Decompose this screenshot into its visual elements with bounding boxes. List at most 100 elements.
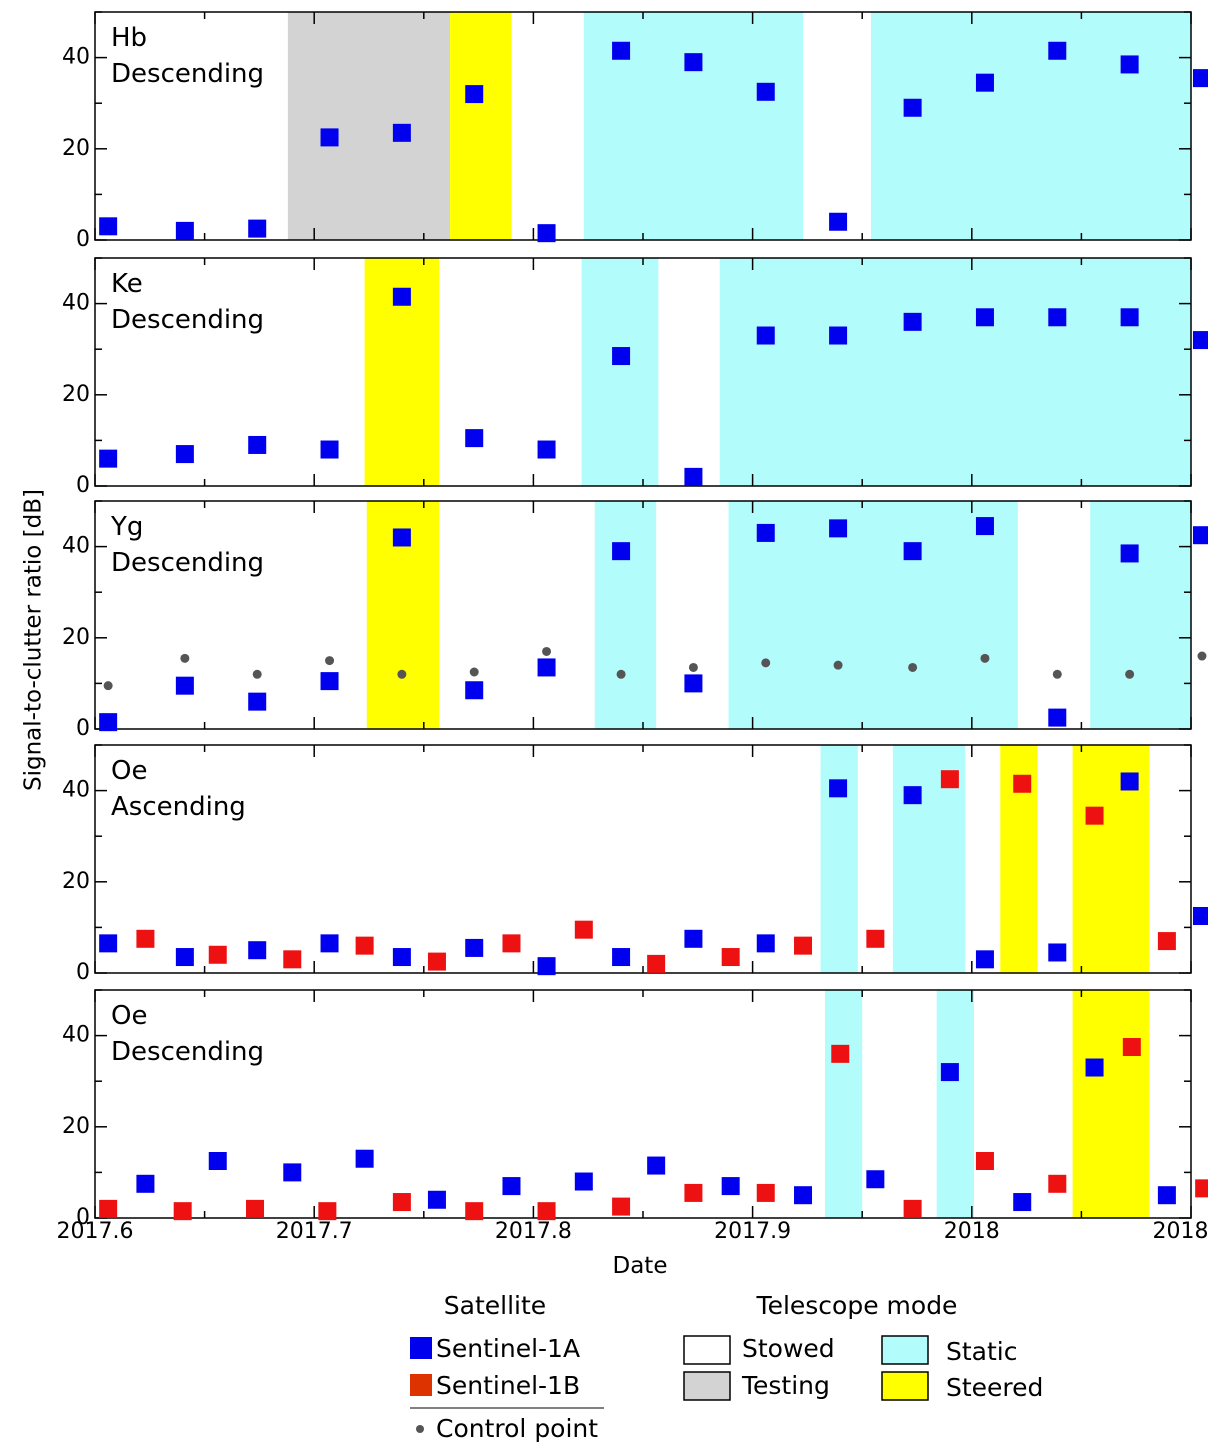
y-tick-label: 40	[62, 291, 90, 316]
panel-site-label: Oe	[111, 1001, 147, 1031]
sentinel-1a-point	[99, 934, 118, 953]
legend-telescope-mode: Telescope mode Stowed Testing Static Ste…	[683, 1291, 1043, 1402]
sentinel-1a-point	[684, 929, 703, 948]
legend-static-swatch	[881, 1335, 929, 1365]
sentinel-1a-point	[1048, 308, 1067, 327]
sentinel-1a-point	[248, 219, 267, 238]
control-point	[616, 669, 626, 679]
y-tick-label: 0	[76, 960, 90, 985]
sentinel-1a-point	[684, 674, 703, 693]
sentinel-1b-point	[647, 954, 666, 973]
sentinel-1a-point	[465, 85, 484, 104]
panel-yg-descending: 0 20 40 Yg Descending	[62, 500, 1208, 741]
panel-ke-descending: 0 20 40 Ke Descending	[62, 257, 1208, 498]
sentinel-1a-point	[537, 658, 556, 677]
sentinel-1b-point	[99, 1199, 118, 1218]
sentinel-1a-point	[465, 938, 484, 957]
sentinel-1a-point	[647, 1156, 666, 1175]
sentinel-1a-point	[612, 347, 631, 366]
panel-yg-descending-points	[99, 517, 1208, 732]
panel-pass-label: Descending	[111, 1037, 264, 1067]
panel-oe-descending-mode-bands	[824, 990, 1150, 1218]
control-point	[688, 662, 698, 672]
x-tick-label: 2017.6	[57, 1219, 134, 1244]
panel-oe-descending: 0 20 40 Oe Descending	[62, 989, 1208, 1230]
control-point	[833, 660, 843, 670]
sentinel-1b-point	[721, 948, 740, 967]
sentinel-1b-point	[1013, 774, 1032, 793]
sentinel-1a-point	[99, 713, 118, 732]
sentinel-1a-point	[248, 941, 267, 960]
sentinel-1a-point	[320, 128, 339, 147]
sentinel-1a-point	[427, 1190, 446, 1209]
panel-ke-descending-points	[99, 287, 1208, 486]
control-point	[103, 681, 113, 691]
sentinel-1b-point	[427, 952, 446, 971]
sentinel-1a-point	[392, 287, 411, 306]
sentinel-1b-point	[136, 929, 155, 948]
sentinel-1a-point	[829, 326, 848, 345]
sentinel-1b-point	[318, 1202, 337, 1221]
sentinel-1a-point	[355, 1149, 374, 1168]
y-axis-title: Signal-to-clutter ratio [dB]	[21, 489, 47, 791]
sentinel-1b-point	[794, 936, 813, 955]
legend-sentinel-1b-swatch	[410, 1374, 432, 1396]
legend-sentinel-1a-swatch	[410, 1337, 432, 1359]
legend-sentinel-1a-label: Sentinel-1A	[436, 1334, 580, 1363]
sentinel-1a-point	[1120, 308, 1139, 327]
sentinel-1a-point	[99, 217, 118, 236]
control-point	[180, 653, 190, 663]
sentinel-1a-point	[136, 1174, 155, 1193]
sentinel-1a-point	[756, 934, 775, 953]
x-axis-title: Date	[613, 1253, 668, 1279]
sentinel-1b-point	[1157, 932, 1176, 951]
mode-band-static	[824, 990, 863, 1218]
sentinel-1a-point	[465, 429, 484, 448]
panel-pass-label: Ascending	[111, 792, 246, 822]
sentinel-1a-point	[975, 517, 994, 536]
control-point	[397, 669, 407, 679]
y-tick-label: 20	[62, 136, 90, 161]
legend-control-point-label: Control point	[436, 1414, 598, 1443]
sentinel-1a-point	[99, 449, 118, 468]
sentinel-1a-point	[1120, 772, 1139, 791]
sentinel-1a-point	[465, 681, 484, 700]
sentinel-1b-point	[866, 929, 885, 948]
legend-stowed-swatch	[683, 1335, 731, 1365]
sentinel-1b-point	[831, 1044, 850, 1063]
panel-pass-label: Descending	[111, 59, 264, 89]
y-tick-label: 0	[76, 473, 90, 498]
sentinel-1a-point	[248, 692, 267, 711]
panel-oe-ascending: 0 20 40 Oe Ascending	[62, 744, 1208, 985]
sentinel-1a-point	[903, 542, 922, 561]
sentinel-1b-point	[684, 1183, 703, 1202]
sentinel-1a-point	[866, 1170, 885, 1189]
x-tick-label: 2017.9	[714, 1219, 791, 1244]
sentinel-1a-point	[208, 1152, 227, 1170]
sentinel-1a-point	[392, 948, 411, 967]
panel-ke-descending-mode-bands	[364, 258, 1191, 486]
sentinel-1a-point	[829, 519, 848, 538]
sentinel-1b-point	[574, 920, 593, 939]
sentinel-1a-point	[756, 82, 775, 101]
sentinel-1a-point	[537, 957, 556, 976]
sentinel-1a-point	[175, 221, 194, 240]
x-tick-label: 2017.8	[495, 1219, 572, 1244]
legend-steered-swatch	[881, 1371, 929, 1401]
y-tick-label: 40	[62, 45, 90, 70]
sentinel-1b-point	[903, 1199, 922, 1218]
sentinel-1a-point	[829, 779, 848, 798]
sentinel-1a-point	[756, 523, 775, 542]
sentinel-1a-point	[1085, 1058, 1104, 1077]
sentinel-1a-point	[175, 676, 194, 695]
mode-band-static	[581, 258, 659, 486]
sentinel-1a-point	[612, 41, 631, 60]
sentinel-1a-point	[1048, 708, 1067, 727]
control-point	[469, 667, 479, 677]
legend-control-point-swatch	[416, 1425, 424, 1433]
y-tick-label: 20	[62, 382, 90, 407]
sentinel-1b-point	[173, 1202, 192, 1221]
x-axis: 2017.6 2017.7 2017.8 2017.9 2018 2018.1	[57, 1219, 1208, 1244]
x-tick-label: 2017.7	[276, 1219, 353, 1244]
